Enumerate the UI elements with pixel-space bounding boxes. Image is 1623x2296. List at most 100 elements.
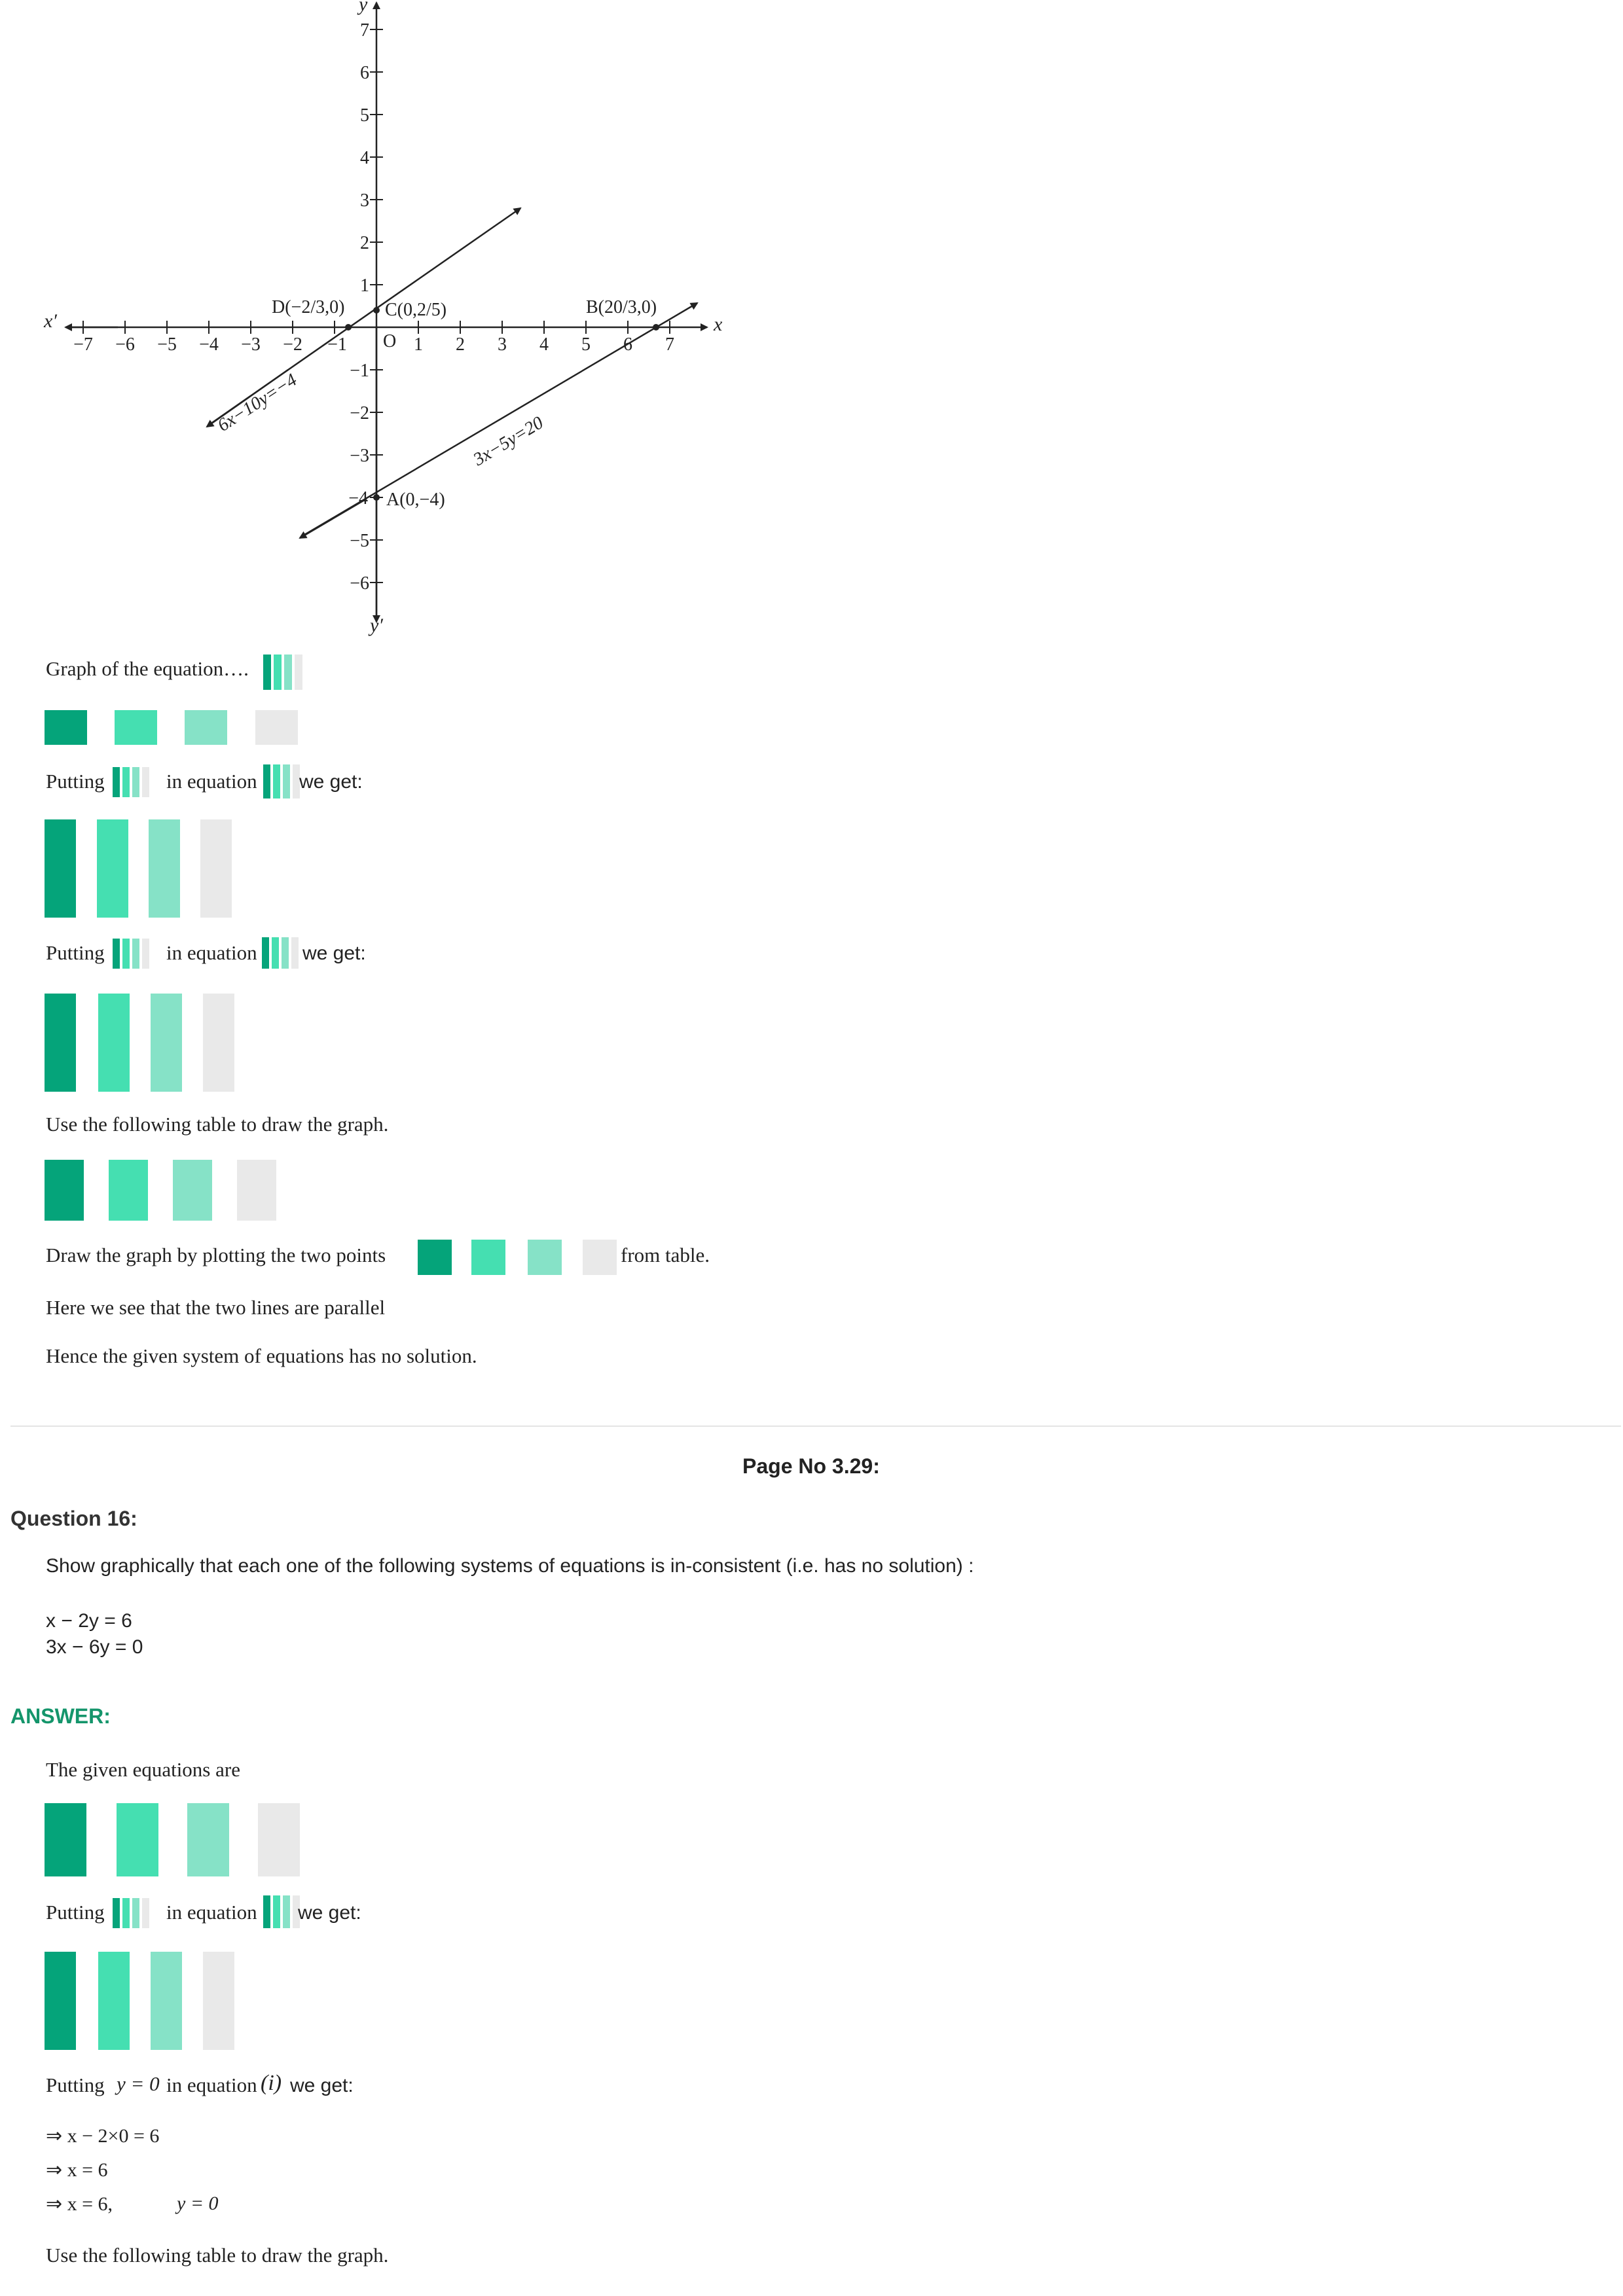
y-tick-label: 3 bbox=[360, 190, 369, 211]
inline-math-placeholder bbox=[418, 1240, 452, 1275]
putting-variable: y = 0 bbox=[117, 2072, 160, 2095]
x-tick-label: −7 bbox=[73, 334, 93, 355]
equation-image-placeholder bbox=[149, 819, 180, 918]
table-image-placeholder bbox=[109, 1160, 148, 1221]
point-label-D: D(−2/3,0) bbox=[272, 297, 344, 317]
origin-label: O bbox=[383, 331, 396, 351]
equation-image-placeholder bbox=[45, 1803, 86, 1876]
solution-step-1: ⇒ x − 2×0 = 6 bbox=[46, 2125, 160, 2147]
y-tick-label: 7 bbox=[360, 20, 369, 41]
inline-math-placeholder bbox=[528, 1240, 562, 1275]
inline-math-placeholder bbox=[132, 767, 139, 797]
equation-image-placeholder bbox=[185, 710, 227, 745]
putting-text: Putting bbox=[46, 2073, 105, 2096]
x-tick-label: 5 bbox=[581, 334, 591, 355]
we-get-text: we get: bbox=[302, 942, 366, 964]
line-label-lower: 3x−5y=20 bbox=[469, 412, 547, 470]
y-tick-label: 6 bbox=[360, 63, 369, 83]
x-axis-label: x bbox=[713, 314, 723, 335]
inline-math-placeholder bbox=[263, 764, 270, 798]
inline-math-placeholder bbox=[142, 939, 149, 969]
we-get-text: we get: bbox=[298, 1902, 361, 1924]
y-tick-label: −6 bbox=[350, 573, 369, 594]
point-D bbox=[345, 324, 352, 331]
from-table-text: from table. bbox=[621, 1244, 710, 1266]
equation-image-placeholder bbox=[45, 994, 76, 1092]
in-equation-text: in equation bbox=[166, 941, 257, 964]
inline-math-placeholder bbox=[291, 937, 299, 969]
inline-math-placeholder bbox=[122, 1898, 130, 1928]
inline-math-placeholder bbox=[132, 939, 139, 969]
line-label-upper: 6x−10y=−4 bbox=[214, 370, 301, 436]
inline-math-placeholder bbox=[272, 937, 279, 969]
table-image-placeholder bbox=[45, 1160, 84, 1221]
given-text: The given equations are bbox=[46, 1758, 240, 1781]
x-tick-label: −4 bbox=[199, 334, 219, 355]
equation-image-placeholder bbox=[203, 994, 234, 1092]
y-tick-label: 1 bbox=[360, 276, 369, 296]
x-tick-label: −1 bbox=[327, 334, 347, 355]
inline-math-placeholder bbox=[283, 1895, 290, 1928]
we-get-text: we get: bbox=[299, 771, 363, 793]
point-label-B: B(20/3,0) bbox=[586, 297, 657, 317]
y-axis-label-bottom: y′ bbox=[368, 615, 383, 636]
inline-math-placeholder bbox=[293, 1895, 300, 1928]
inline-math-placeholder bbox=[142, 767, 149, 797]
inline-math-placeholder bbox=[142, 1898, 149, 1928]
conclusion-text: Hence the given system of equations has … bbox=[46, 1344, 477, 1367]
table-instruction: Use the following table to draw the grap… bbox=[46, 1113, 389, 1136]
equation-reference: (i) bbox=[261, 2071, 282, 2095]
y-tick-label: 5 bbox=[360, 105, 369, 126]
equation-image-placeholder bbox=[203, 1952, 234, 2050]
inline-math-placeholder bbox=[283, 764, 290, 798]
we-get-text: we get: bbox=[290, 2075, 354, 2096]
equation-image-placeholder bbox=[45, 1952, 76, 2050]
equation-image-placeholder bbox=[45, 710, 87, 745]
in-equation-text: in equation bbox=[166, 1901, 257, 1924]
x-tick-label: −6 bbox=[115, 334, 135, 355]
inline-math-placeholder bbox=[122, 767, 130, 797]
solution-step-3: ⇒ x = 6, bbox=[46, 2193, 113, 2215]
x-axis-label-left: x′ bbox=[43, 310, 57, 332]
x-tick-label: 2 bbox=[456, 334, 465, 355]
graph-caption: Graph of the equation…. bbox=[46, 657, 249, 680]
inline-math-placeholder bbox=[273, 1895, 280, 1928]
question-heading: Question 16: bbox=[10, 1507, 137, 1530]
equation-image-placeholder bbox=[255, 710, 298, 745]
equation-image-placeholder bbox=[274, 655, 282, 690]
question-equation-2: 3x − 6y = 0 bbox=[46, 1636, 143, 1658]
parallel-text: Here we see that the two lines are paral… bbox=[46, 1296, 386, 1319]
point-A bbox=[373, 494, 380, 501]
table-image-placeholder bbox=[173, 1160, 212, 1221]
y-tick-label: −1 bbox=[350, 361, 369, 381]
putting-text: Putting bbox=[46, 941, 105, 964]
point-label-A: A(0,−4) bbox=[386, 490, 445, 510]
equation-image-placeholder bbox=[263, 655, 271, 690]
inline-math-placeholder bbox=[293, 764, 300, 798]
y-tick-label: −3 bbox=[350, 446, 369, 466]
y-tick-label: −5 bbox=[350, 531, 369, 551]
coordinate-graph: −7 −6 −5 −4 −3 −2 −1 1 2 3 4 5 6 7 1 2 3… bbox=[43, 0, 723, 636]
in-equation-text: in equation bbox=[166, 770, 257, 793]
divider bbox=[10, 1426, 1621, 1427]
equation-image-placeholder bbox=[151, 994, 182, 1092]
y-tick-label: −2 bbox=[350, 403, 369, 423]
equation-image-placeholder bbox=[258, 1803, 300, 1876]
x-tick-label: 1 bbox=[414, 334, 423, 355]
in-equation-text: in equation bbox=[166, 2073, 257, 2096]
equation-image-placeholder bbox=[115, 710, 157, 745]
equation-image-placeholder bbox=[151, 1952, 182, 2050]
draw-text: Draw the graph by plotting the two point… bbox=[46, 1244, 386, 1266]
putting-text: Putting bbox=[46, 770, 105, 793]
inline-math-placeholder bbox=[273, 764, 280, 798]
inline-math-placeholder bbox=[113, 767, 120, 797]
inline-math-placeholder bbox=[263, 1895, 270, 1928]
y-axis-label: y bbox=[357, 0, 368, 15]
x-tick-label: −3 bbox=[241, 334, 261, 355]
x-tick-label: 7 bbox=[665, 334, 674, 355]
solution-step-3-y: y = 0 bbox=[177, 2193, 219, 2214]
equation-image-placeholder bbox=[98, 994, 130, 1092]
equation-image-placeholder bbox=[284, 655, 292, 690]
point-B bbox=[653, 324, 659, 331]
inline-math-placeholder bbox=[113, 939, 120, 969]
